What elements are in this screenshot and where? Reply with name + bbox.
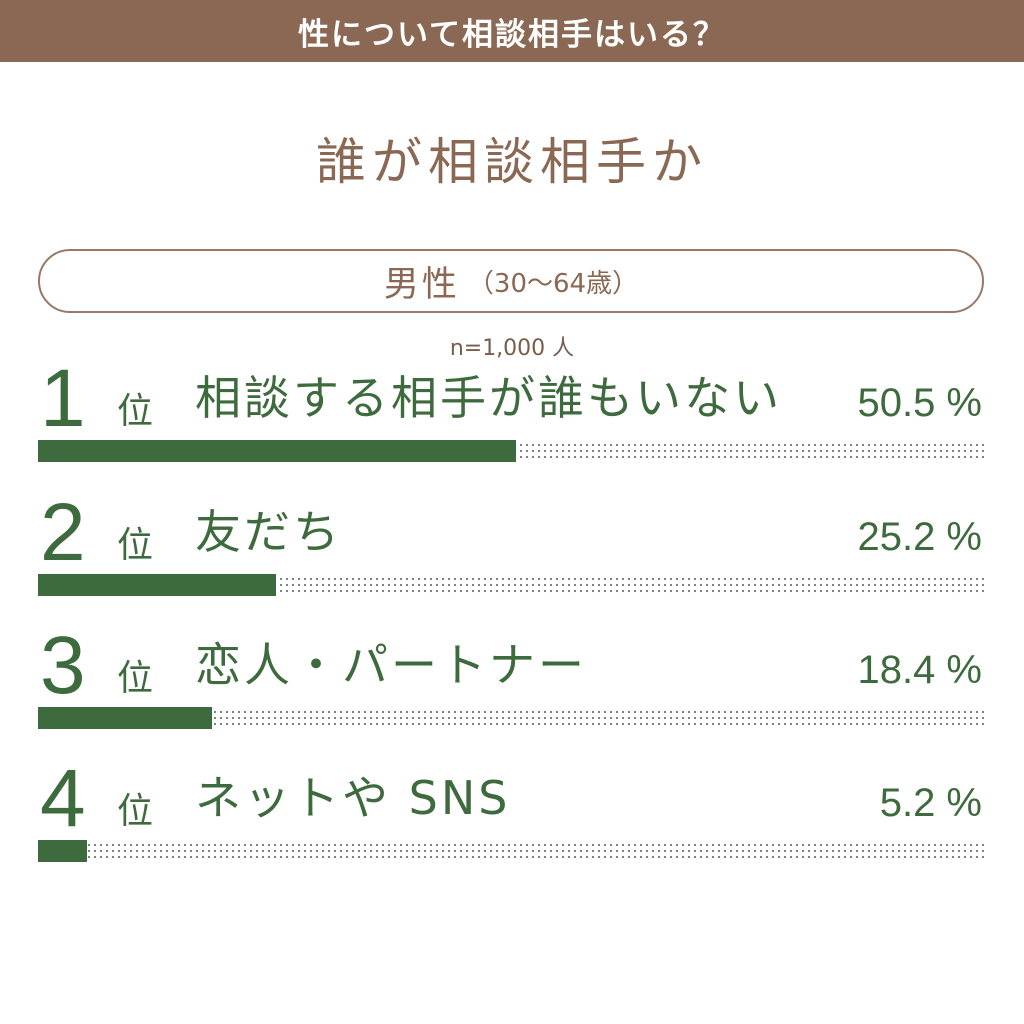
header-band: 性について相談相手はいる？ (0, 0, 1024, 62)
rank-number: 3 (40, 620, 86, 711)
rank-number: 4 (40, 753, 86, 844)
rank-suffix: 位 (117, 658, 154, 699)
category-label: 恋人・パートナー (195, 638, 587, 692)
bar-track (38, 840, 984, 862)
bar-track (38, 707, 984, 729)
rank-row: 3 位恋人・パートナー 18.4 % (0, 625, 1024, 743)
rank-row: 4 位ネットや SNS 5.2 % (0, 758, 1024, 876)
category-label: 友だち (195, 505, 342, 559)
value-label: 50.5 % (857, 381, 982, 425)
rank-row: 1 位相談する相手が誰もいない 50.5 % (0, 358, 1024, 476)
bar-track (38, 574, 984, 596)
value-label: 25.2 % (857, 515, 982, 559)
rank-suffix: 位 (117, 525, 154, 566)
rank-suffix: 位 (117, 791, 154, 832)
rank-number: 2 (40, 487, 86, 578)
segment-label: 男性 (383, 264, 460, 305)
bar (38, 574, 276, 596)
chart-subtitle: 誰が相談相手か (316, 133, 708, 191)
bar (38, 707, 212, 729)
bar (38, 440, 516, 462)
bar-track (38, 440, 984, 462)
rank-number: 1 (40, 353, 86, 444)
value-label: 18.4 % (857, 648, 982, 692)
segment-range: （30〜64歳） (467, 268, 639, 299)
rank-suffix: 位 (117, 391, 154, 432)
category-label: 相談する相手が誰もいない (195, 371, 783, 425)
header-title: 性について相談相手はいる？ (297, 16, 727, 53)
sample-size: n=1,000 人 (449, 336, 575, 361)
rank-row: 2 位友だち 25.2 % (0, 492, 1024, 610)
category-label: ネットや SNS (195, 771, 511, 825)
bar (38, 840, 87, 862)
value-label: 5.2 % (879, 781, 982, 825)
segment-pill: 男性 （30〜64歳） (38, 249, 984, 313)
